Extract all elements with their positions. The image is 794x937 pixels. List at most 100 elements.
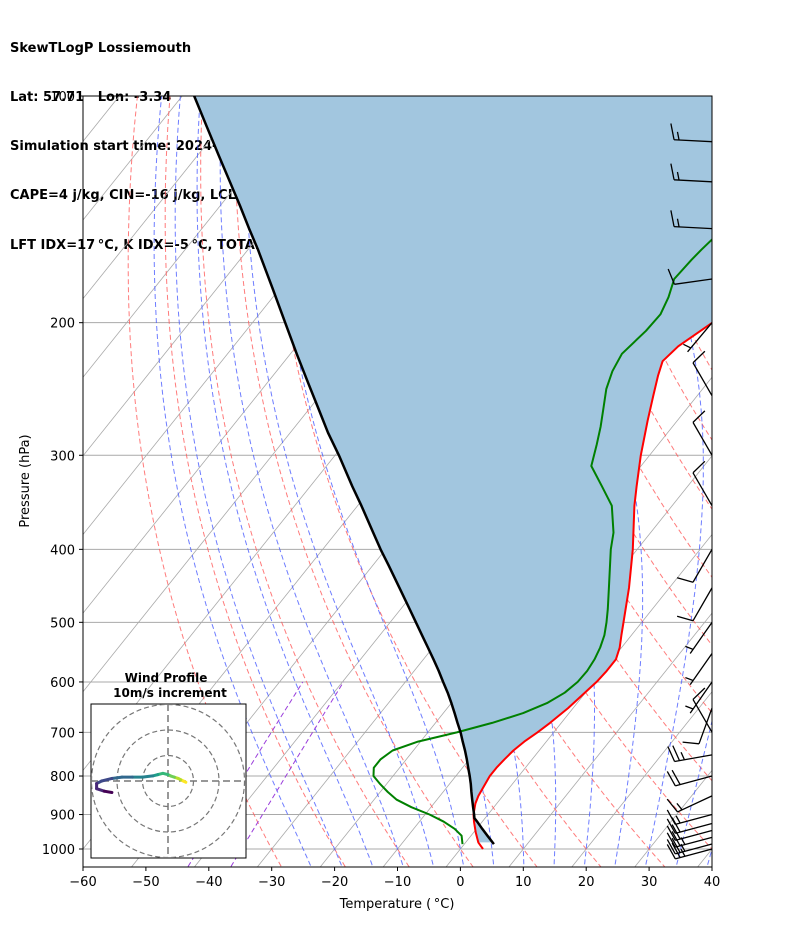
- barb-flag: [682, 741, 700, 745]
- wind-barb: [692, 350, 713, 396]
- barb-half-flag: [675, 815, 681, 824]
- wind-barb: [666, 809, 713, 826]
- isotherm-line: [83, 96, 246, 300]
- wind-barb: [666, 795, 713, 813]
- barb-staff: [674, 139, 713, 143]
- barb-staff: [689, 621, 713, 654]
- hodograph-trace-segment: [102, 789, 114, 794]
- barb-flag: [692, 410, 706, 423]
- wind-barb: [666, 824, 713, 841]
- x-tick-label: −20: [321, 875, 348, 890]
- location-line: Lat: 57.71 Lon: -3.34: [10, 90, 172, 106]
- barb-staff: [692, 362, 713, 396]
- hodograph-trace-segment: [100, 776, 114, 783]
- barb-staff: [692, 422, 713, 456]
- wind-barb: [666, 769, 713, 787]
- barb-staff: [692, 587, 713, 622]
- moist-adiabat: [706, 847, 712, 867]
- barb-staff: [692, 472, 713, 507]
- barb-staff: [698, 707, 713, 745]
- barb-flag: [667, 746, 676, 762]
- barb-half-flag: [676, 218, 680, 227]
- barb-flag: [671, 769, 681, 785]
- y-tick-label: 1000: [42, 843, 75, 858]
- barb-flag: [666, 839, 676, 855]
- barb-flag: [666, 771, 676, 787]
- isotherm-line: [83, 96, 183, 221]
- cape-cin-shading: [194, 96, 712, 843]
- isotherm-line: [508, 612, 712, 867]
- y-tick-label: 700: [50, 726, 75, 741]
- parcel-line: [193, 96, 495, 845]
- y-axis-label: Pressure (hPa): [18, 434, 33, 527]
- moist-adiabat: [618, 96, 704, 867]
- barb-half-flag: [676, 171, 680, 181]
- wind-barb: [676, 587, 713, 622]
- wind-barb: [670, 123, 713, 143]
- moist-adiabat: [153, 96, 312, 867]
- hodograph-ring: [91, 704, 246, 858]
- hodograph-trace-segment: [110, 775, 124, 780]
- temperature-line: [472, 321, 712, 850]
- wind-barb: [685, 621, 713, 654]
- barb-half-flag: [685, 676, 694, 682]
- y-tick-label: 800: [50, 770, 75, 785]
- wind-barb: [670, 163, 713, 183]
- barb-staff: [675, 813, 713, 826]
- x-axis-label: Temperature ( °C): [339, 897, 455, 912]
- x-tick-label: 20: [578, 875, 595, 890]
- wind-barb: [666, 837, 713, 855]
- isotherm-line: [0, 62, 84, 881]
- wind-barb: [666, 842, 713, 860]
- barb-flag: [671, 831, 681, 847]
- barb-flag: [667, 268, 675, 285]
- hodograph-subtitle: 10m/s increment: [113, 686, 227, 700]
- barb-flag: [666, 844, 676, 860]
- figure-title: SkewTLogP Lossiemouth: [10, 40, 192, 56]
- mixing-ratio-line: [230, 681, 344, 867]
- barb-staff: [677, 795, 713, 813]
- barb-staff: [689, 653, 713, 685]
- barb-flag: [671, 842, 681, 858]
- barb-staff: [675, 836, 713, 848]
- isotherm-line: [83, 96, 309, 378]
- barb-staff: [675, 829, 713, 841]
- barb-staff: [675, 775, 713, 787]
- dry-adiabat: [743, 62, 794, 881]
- wind-barb: [685, 681, 713, 714]
- barb-flag: [692, 687, 706, 700]
- y-tick-label: 600: [50, 676, 75, 691]
- x-tick-label: 30: [641, 875, 658, 890]
- moist-adiabat: [219, 96, 404, 867]
- barb-flag: [666, 832, 676, 848]
- y-tick-label: 300: [50, 449, 75, 464]
- dry-adiabat: [234, 96, 474, 867]
- hodograph-title: Wind Profile: [125, 671, 208, 685]
- barb-flag: [676, 577, 694, 583]
- hodograph-trace-segment: [141, 774, 155, 779]
- wind-barb: [682, 707, 713, 745]
- y-tick-label: 400: [50, 543, 75, 558]
- barb-flag: [692, 350, 706, 364]
- barb-flag: [692, 460, 706, 474]
- barb-flag: [670, 163, 675, 180]
- isotherm-line: [445, 533, 712, 867]
- wind-barb: [667, 745, 713, 763]
- barb-staff: [675, 822, 713, 834]
- x-tick-label: −40: [195, 875, 222, 890]
- x-tick-label: −30: [258, 875, 285, 890]
- barb-staff: [689, 681, 713, 714]
- barb-staff: [675, 848, 713, 860]
- barb-flag: [672, 745, 681, 761]
- wind-barb: [676, 549, 713, 583]
- y-tick-label: 900: [50, 809, 75, 824]
- barb-half-flag: [685, 705, 694, 710]
- x-tick-label: 10: [515, 875, 532, 890]
- x-tick-label: 40: [704, 875, 721, 890]
- barb-flag: [676, 615, 694, 622]
- dry-adiabat: [774, 62, 794, 881]
- barb-half-flag: [676, 131, 680, 141]
- dry-adiabat: [711, 62, 794, 881]
- barb-staff: [674, 754, 713, 763]
